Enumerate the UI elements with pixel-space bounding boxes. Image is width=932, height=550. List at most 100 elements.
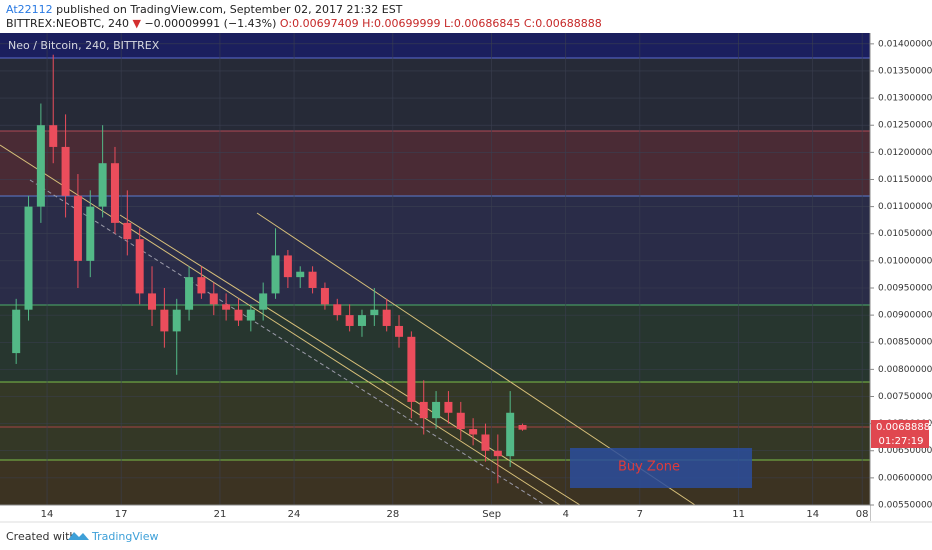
- ohlc: O:0.00697409 H:0.00699999 L:0.00686845 C…: [279, 17, 602, 30]
- trend-line: [119, 214, 581, 506]
- logo: [68, 532, 89, 540]
- candle-body: [456, 412, 465, 430]
- y-tick-label: 0.01300000: [878, 94, 932, 104]
- candle-body: [518, 425, 527, 430]
- y-tick-label: 0.01200000: [878, 148, 932, 158]
- candle-body: [370, 309, 379, 316]
- chart-title: Neo / Bitcoin, 240, BITTREX: [8, 39, 160, 52]
- candle-body: [135, 239, 144, 294]
- candle-body: [357, 315, 366, 326]
- x-tick-label: 21: [214, 509, 227, 520]
- zone: [0, 131, 870, 196]
- x-tick-label: 14: [41, 509, 54, 520]
- y-tick-label: 0.00900000: [878, 311, 932, 321]
- candles: [12, 54, 527, 484]
- x-tick-label: 7: [637, 509, 643, 520]
- y-tick-label: 0.00650000: [878, 446, 932, 456]
- countdown: 01:27:19: [879, 436, 924, 447]
- candle-body: [185, 277, 194, 310]
- y-tick-label: 0.00950000: [878, 283, 932, 293]
- candle-body: [308, 271, 317, 288]
- plot-area: Buy Zone Neo / Bitcoin, 240, BITTREX 0.0…: [0, 33, 932, 543]
- candle-body: [493, 450, 502, 457]
- candle-body: [61, 146, 70, 196]
- y-tick-label: 0.01250000: [878, 121, 932, 131]
- candle-body: [469, 429, 478, 435]
- brand[interactable]: TradingView: [91, 530, 158, 543]
- y-tick-label: 0.00600000: [878, 473, 932, 483]
- x-axis-panel: [0, 505, 870, 521]
- candle-body: [259, 293, 268, 310]
- y-tick-label: 0.01150000: [878, 175, 932, 185]
- candle-body: [222, 304, 231, 310]
- candle-body: [246, 309, 255, 321]
- zone: [0, 305, 870, 382]
- y-tick-label: 0.00550000: [878, 501, 932, 511]
- annotation: Buy Zone: [618, 460, 680, 475]
- candle-body: [160, 309, 169, 332]
- candle-body: [73, 195, 82, 261]
- y-tick-label: 0.01400000: [878, 39, 932, 49]
- candle-body: [395, 325, 404, 337]
- candle-body: [123, 222, 132, 240]
- candle-body: [506, 412, 515, 457]
- candle-body: [197, 277, 206, 294]
- y-tick-label: 0.01100000: [878, 202, 932, 212]
- candle-body: [296, 271, 305, 278]
- trend-line: [0, 144, 561, 506]
- candle-body: [271, 255, 280, 294]
- candle-body: [12, 309, 21, 354]
- x-tick-label: 4: [563, 509, 569, 520]
- candle-body: [283, 255, 292, 278]
- header-line1: At22112 published on TradingView.com, Se…: [6, 3, 402, 16]
- candle-body: [234, 309, 243, 321]
- candle-body: [98, 163, 107, 207]
- candle-body: [110, 163, 119, 223]
- x-tick-label: 28: [386, 509, 399, 520]
- symbol: BITTREX:NEOBTC, 240: [6, 17, 129, 30]
- y-tick-label: 0.01350000: [878, 66, 932, 76]
- last-price-tag: [871, 420, 929, 434]
- y-tick-label: 0.01050000: [878, 229, 932, 239]
- zone: [0, 196, 870, 305]
- candle-body: [419, 401, 428, 419]
- candle-body: [345, 315, 354, 326]
- x-tick-label: 17: [115, 509, 128, 520]
- candle-body: [320, 287, 329, 305]
- change-arrow: ▼: [132, 17, 141, 30]
- candle-body: [432, 401, 441, 419]
- candle-body: [382, 309, 391, 326]
- candle-body: [444, 401, 453, 413]
- x-tick-label: Sep: [482, 509, 501, 520]
- author-link[interactable]: At22112: [6, 3, 53, 16]
- x-tick-label: 24: [288, 509, 301, 520]
- y-tick-label: 0.00850000: [878, 338, 932, 348]
- published: published on TradingView.com, September …: [56, 3, 403, 16]
- header-line2: BITTREX:NEOBTC, 240 ▼ −0.00009991 (−1.43…: [6, 17, 602, 30]
- axis-labels: 0.005500000.006000000.006500000.00700000…: [41, 39, 932, 520]
- candle-body: [24, 206, 33, 310]
- y-tick-label: 0.01000000: [878, 256, 932, 266]
- chart: Buy Zone Neo / Bitcoin, 240, BITTREX 0.0…: [0, 33, 932, 543]
- candle-body: [481, 434, 490, 451]
- candle-body: [172, 309, 181, 332]
- candle-body: [407, 336, 416, 402]
- buy-zone: [570, 448, 752, 488]
- x-tick-label: 14: [806, 509, 819, 520]
- candle-body: [333, 304, 342, 316]
- change: −0.00009991 (−1.43%): [144, 17, 277, 30]
- trend-line: [29, 179, 546, 506]
- y-tick-label: 0.00750000: [878, 392, 932, 402]
- candle-body: [148, 293, 157, 310]
- zone: [0, 33, 870, 58]
- zone: [0, 382, 870, 460]
- y-tick-label: 0.00800000: [878, 365, 932, 375]
- candle-body: [36, 125, 45, 207]
- last-price: 0.00688888: [876, 422, 932, 433]
- candle-body: [209, 293, 218, 305]
- x-tick-label: 11: [732, 509, 745, 520]
- x-tick-label: 08: [856, 509, 869, 520]
- created-with: Created with: [6, 530, 76, 543]
- countdown-tag: [871, 434, 929, 448]
